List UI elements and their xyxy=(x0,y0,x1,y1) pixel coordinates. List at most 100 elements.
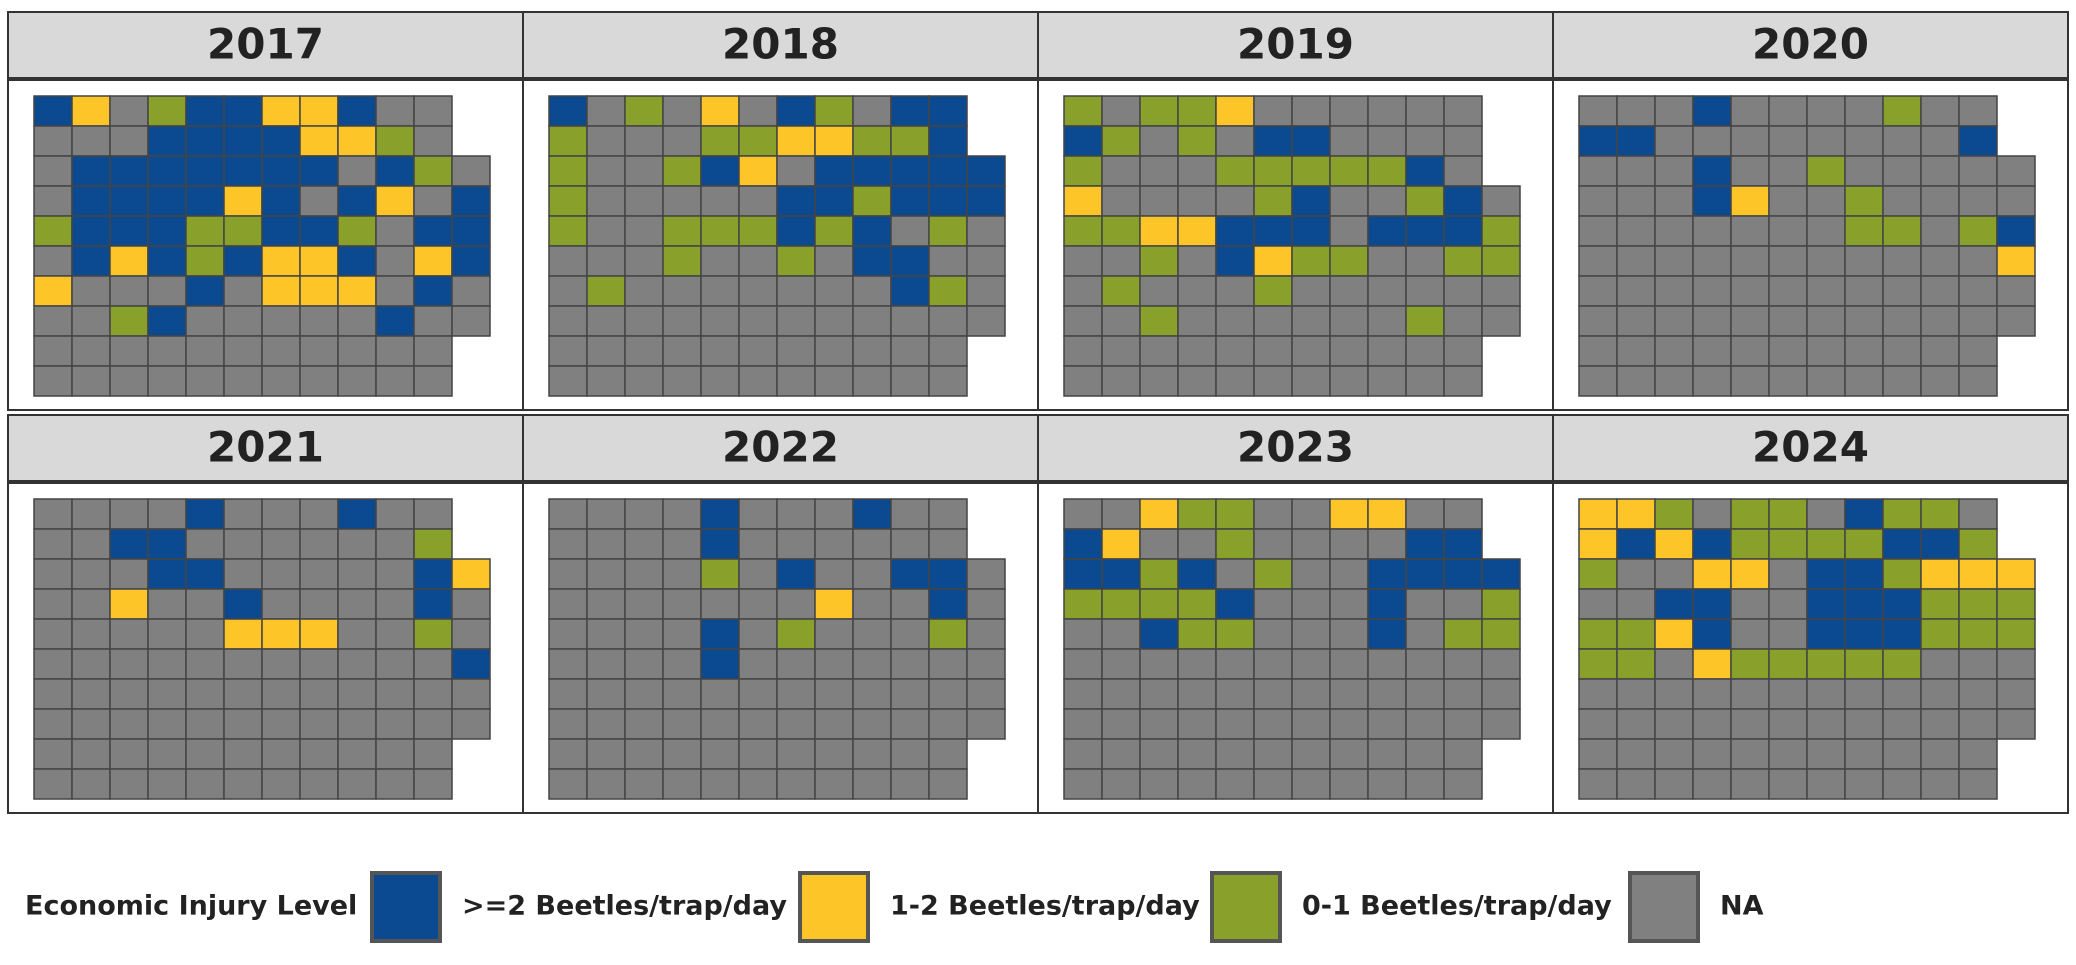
county xyxy=(147,155,187,187)
county xyxy=(1253,365,1293,397)
county xyxy=(1367,768,1407,800)
county xyxy=(1882,305,1922,337)
county xyxy=(261,588,301,620)
county xyxy=(662,95,702,127)
county xyxy=(1806,275,1846,307)
county xyxy=(1253,275,1293,307)
county xyxy=(1654,678,1694,710)
county xyxy=(1654,648,1694,680)
county xyxy=(413,498,453,530)
county xyxy=(738,588,778,620)
panel-header xyxy=(1552,11,2069,79)
county xyxy=(852,95,892,127)
county xyxy=(33,768,73,800)
county xyxy=(548,245,588,277)
county xyxy=(738,365,778,397)
county xyxy=(928,305,968,337)
county xyxy=(1101,215,1141,247)
county xyxy=(1443,275,1483,307)
county xyxy=(1806,708,1846,740)
county xyxy=(814,498,854,530)
county xyxy=(738,528,778,560)
county xyxy=(109,275,149,307)
county xyxy=(1443,245,1483,277)
county xyxy=(1806,648,1846,680)
county xyxy=(548,365,588,397)
county xyxy=(890,185,930,217)
county xyxy=(1844,275,1884,307)
county xyxy=(1844,365,1884,397)
panel-header xyxy=(7,414,524,482)
county xyxy=(928,185,968,217)
county xyxy=(738,768,778,800)
county xyxy=(1920,588,1960,620)
county xyxy=(738,185,778,217)
county xyxy=(223,498,263,530)
county xyxy=(966,155,1006,187)
county xyxy=(1730,95,1770,127)
county xyxy=(1882,185,1922,217)
county xyxy=(1882,558,1922,590)
county xyxy=(261,215,301,247)
county xyxy=(700,275,740,307)
county xyxy=(1882,275,1922,307)
county xyxy=(1654,588,1694,620)
county xyxy=(1768,768,1808,800)
county xyxy=(966,588,1006,620)
county xyxy=(1367,678,1407,710)
county xyxy=(223,215,263,247)
county xyxy=(1329,245,1369,277)
county xyxy=(1177,558,1217,590)
county xyxy=(1730,305,1770,337)
county xyxy=(738,155,778,187)
county xyxy=(624,95,664,127)
county xyxy=(337,305,377,337)
county xyxy=(1654,708,1694,740)
county xyxy=(624,365,664,397)
county xyxy=(1844,528,1884,560)
county xyxy=(1443,678,1483,710)
county xyxy=(1139,125,1179,157)
county xyxy=(1291,185,1331,217)
county xyxy=(337,155,377,187)
county xyxy=(928,335,968,367)
county xyxy=(1882,365,1922,397)
county xyxy=(662,768,702,800)
county xyxy=(147,678,187,710)
county xyxy=(299,558,339,590)
county xyxy=(1443,155,1483,187)
county xyxy=(261,275,301,307)
county xyxy=(586,215,626,247)
county xyxy=(1253,245,1293,277)
county xyxy=(814,155,854,187)
county xyxy=(33,95,73,127)
county xyxy=(928,245,968,277)
county xyxy=(1101,648,1141,680)
county xyxy=(1768,558,1808,590)
county xyxy=(109,768,149,800)
county xyxy=(71,125,111,157)
county xyxy=(1443,125,1483,157)
county xyxy=(375,678,415,710)
year-panel: 2023 xyxy=(1037,414,1554,814)
county xyxy=(1063,95,1103,127)
county xyxy=(1405,155,1445,187)
county xyxy=(1996,185,2036,217)
county xyxy=(299,498,339,530)
county xyxy=(1405,275,1445,307)
county xyxy=(1101,768,1141,800)
county xyxy=(1177,498,1217,530)
county xyxy=(1291,708,1331,740)
county xyxy=(185,588,225,620)
county xyxy=(1882,95,1922,127)
county xyxy=(814,335,854,367)
county xyxy=(299,618,339,650)
county xyxy=(1616,678,1656,710)
county xyxy=(1768,335,1808,367)
county xyxy=(1768,648,1808,680)
county xyxy=(1730,215,1770,247)
county xyxy=(451,558,491,590)
county xyxy=(1616,125,1656,157)
county xyxy=(1844,498,1884,530)
panel-header xyxy=(1037,11,1554,79)
